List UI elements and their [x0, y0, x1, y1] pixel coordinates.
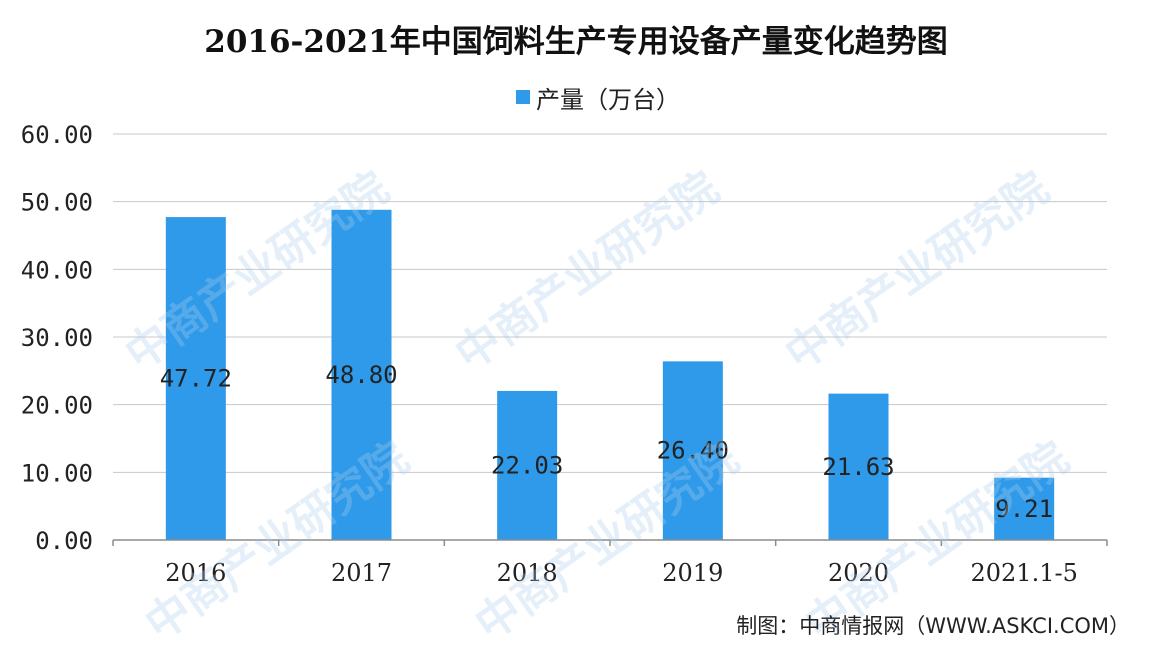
- x-tick-label: 2017: [331, 559, 392, 587]
- y-tick-label: 50.00: [21, 189, 93, 217]
- bars: 47.72 48.80 22.03 26.40 21.63 9.21: [160, 209, 1055, 540]
- legend-label: 产量（万台）: [536, 85, 680, 114]
- bar: [994, 477, 1055, 540]
- source-note: 制图：中商情报网（WWW.ASKCI.COM）: [736, 614, 1130, 638]
- x-tick-label: 2021.1-5: [970, 559, 1077, 587]
- bar: [662, 361, 723, 540]
- x-tick-label: 2016: [165, 559, 226, 587]
- x-tick-label: 2019: [662, 559, 723, 587]
- bar: [165, 217, 226, 540]
- data-label: 26.40: [657, 437, 729, 465]
- data-label: 9.21: [995, 495, 1053, 523]
- x-tick-label: 2020: [828, 559, 889, 587]
- x-tick-label: 2018: [497, 559, 558, 587]
- legend-swatch: [516, 90, 530, 104]
- y-tick-label: 40.00: [21, 256, 93, 284]
- y-tick-label: 60.00: [21, 121, 93, 149]
- gridlines: [113, 133, 1107, 473]
- y-tick-label: 10.00: [21, 459, 93, 487]
- bar: [331, 209, 392, 540]
- data-label: 21.63: [822, 453, 894, 481]
- data-label: 47.72: [160, 365, 232, 393]
- bar: [497, 390, 558, 540]
- y-tick-label: 0.00: [35, 527, 93, 555]
- legend: 产量（万台）: [516, 82, 680, 114]
- bar: [828, 393, 889, 540]
- chart-title: 2016-2021年中国饲料生产专用设备产量变化趋势图: [204, 24, 948, 60]
- data-label: 22.03: [491, 451, 563, 479]
- y-tick-label: 20.00: [21, 392, 93, 420]
- axes: 0.00 10.00 20.00 30.00 40.00 50.00 60.00 2016 20…: [21, 121, 1108, 587]
- data-label: 48.80: [325, 361, 397, 389]
- y-tick-label: 30.00: [21, 324, 93, 352]
